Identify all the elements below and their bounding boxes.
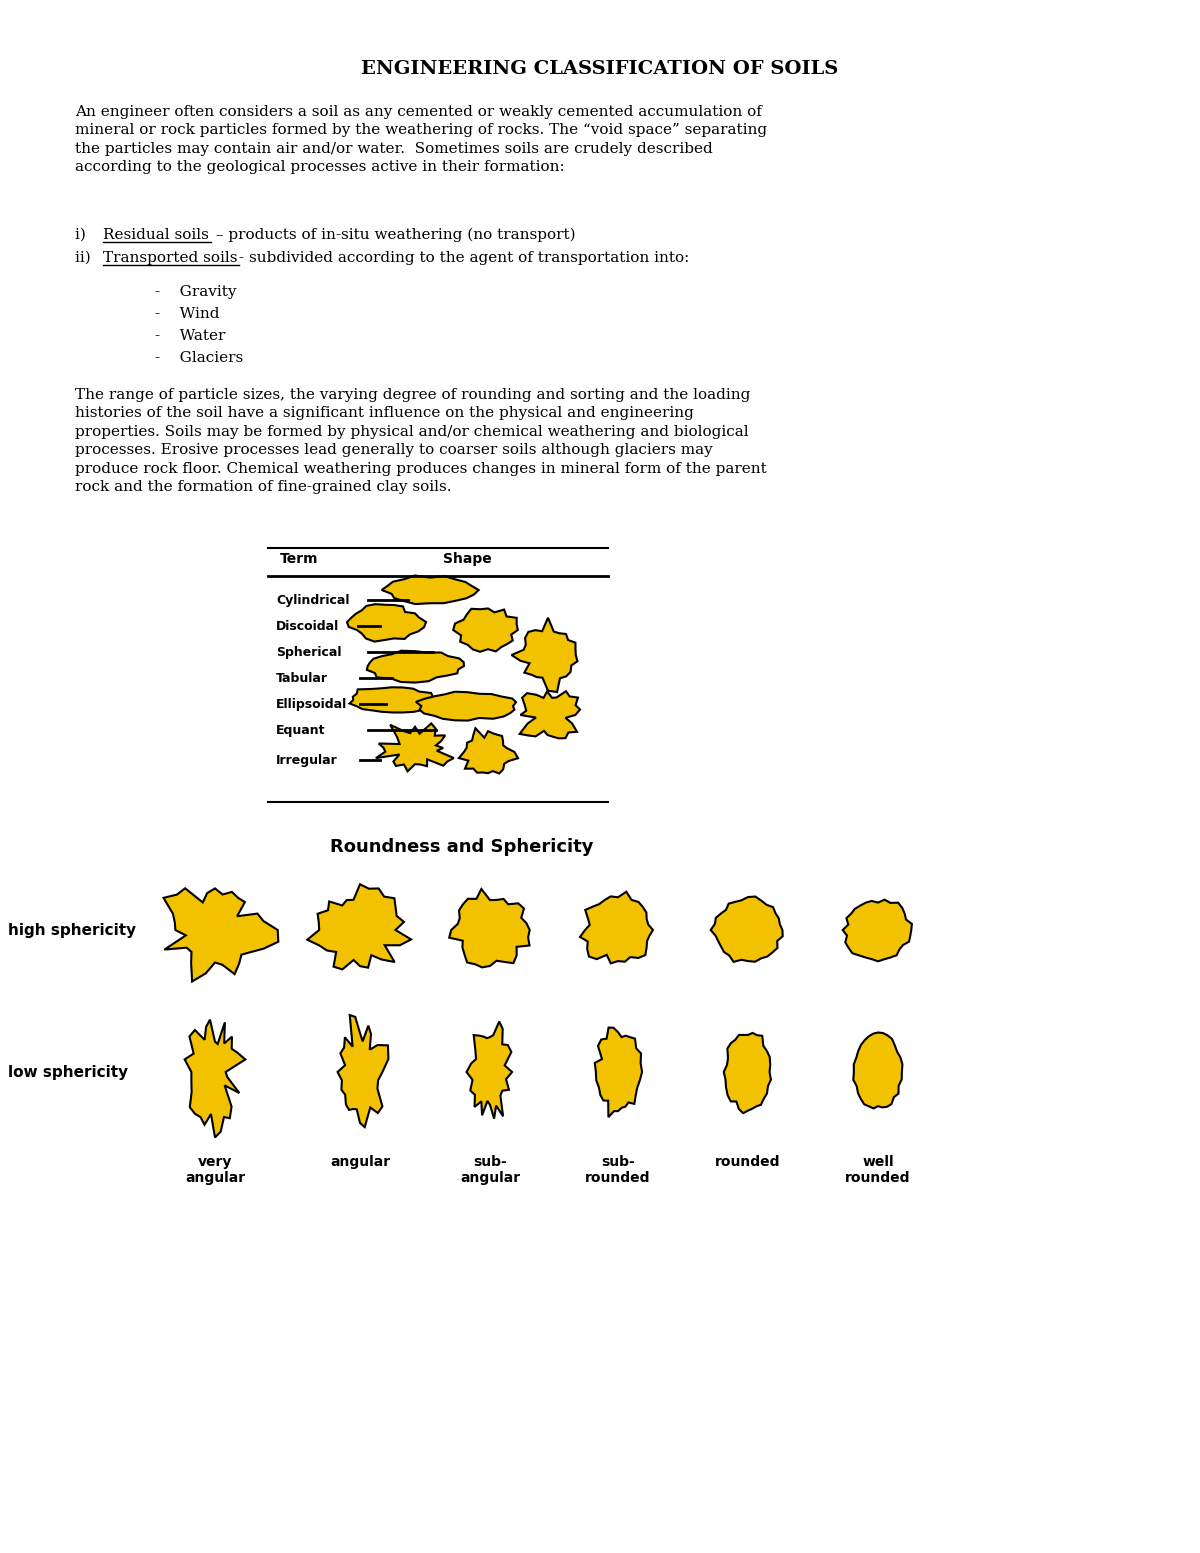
Polygon shape — [367, 651, 464, 683]
Polygon shape — [416, 691, 516, 721]
Text: Transported soils: Transported soils — [103, 252, 238, 266]
Text: Cylindrical: Cylindrical — [276, 593, 349, 607]
Polygon shape — [307, 884, 412, 969]
Text: - subdivided according to the agent of transportation into:: - subdivided according to the agent of t… — [239, 252, 689, 266]
Polygon shape — [842, 899, 912, 961]
Text: Term: Term — [280, 551, 318, 565]
Text: -    Wind: - Wind — [155, 307, 220, 321]
Text: ENGINEERING CLASSIFICATION OF SOILS: ENGINEERING CLASSIFICATION OF SOILS — [361, 61, 839, 78]
Polygon shape — [454, 609, 518, 652]
Text: Shape: Shape — [443, 551, 492, 565]
Text: Ellipsoidal: Ellipsoidal — [276, 697, 347, 711]
Polygon shape — [724, 1033, 770, 1114]
Text: Tabular: Tabular — [276, 672, 328, 685]
Polygon shape — [458, 728, 518, 773]
Polygon shape — [185, 1020, 245, 1137]
Polygon shape — [382, 576, 479, 604]
Polygon shape — [349, 688, 434, 713]
Text: -    Glaciers: - Glaciers — [155, 351, 244, 365]
Text: high sphericity: high sphericity — [8, 922, 136, 938]
Text: Discoidal: Discoidal — [276, 620, 340, 634]
Text: ii): ii) — [74, 252, 96, 266]
Text: Spherical: Spherical — [276, 646, 342, 658]
Polygon shape — [580, 891, 653, 963]
Text: well
rounded: well rounded — [845, 1155, 911, 1185]
Polygon shape — [449, 888, 529, 968]
Text: An engineer often considers a soil as any cemented or weakly cemented accumulati: An engineer often considers a soil as an… — [74, 106, 767, 174]
Polygon shape — [853, 1033, 902, 1109]
Text: sub-
angular: sub- angular — [460, 1155, 520, 1185]
Text: -    Water: - Water — [155, 329, 226, 343]
Text: Roundness and Sphericity: Roundness and Sphericity — [330, 839, 594, 856]
Polygon shape — [376, 724, 454, 772]
Text: -    Gravity: - Gravity — [155, 286, 236, 300]
Polygon shape — [347, 604, 426, 641]
Text: Irregular: Irregular — [276, 755, 337, 767]
Text: i): i) — [74, 228, 96, 242]
Polygon shape — [337, 1016, 389, 1127]
Text: rounded: rounded — [715, 1155, 781, 1169]
Polygon shape — [520, 691, 580, 738]
Text: Equant: Equant — [276, 724, 325, 738]
Text: Residual soils: Residual soils — [103, 228, 209, 242]
Polygon shape — [710, 896, 782, 961]
Text: sub-
rounded: sub- rounded — [586, 1155, 650, 1185]
Text: very
angular: very angular — [185, 1155, 245, 1185]
Text: angular: angular — [330, 1155, 390, 1169]
Text: low sphericity: low sphericity — [8, 1064, 128, 1079]
Polygon shape — [595, 1028, 642, 1117]
Polygon shape — [511, 618, 577, 693]
Text: The range of particle sizes, the varying degree of rounding and sorting and the : The range of particle sizes, the varying… — [74, 388, 767, 494]
Polygon shape — [163, 888, 278, 981]
Polygon shape — [467, 1022, 512, 1118]
Text: – products of in-situ weathering (no transport): – products of in-situ weathering (no tra… — [211, 228, 576, 242]
